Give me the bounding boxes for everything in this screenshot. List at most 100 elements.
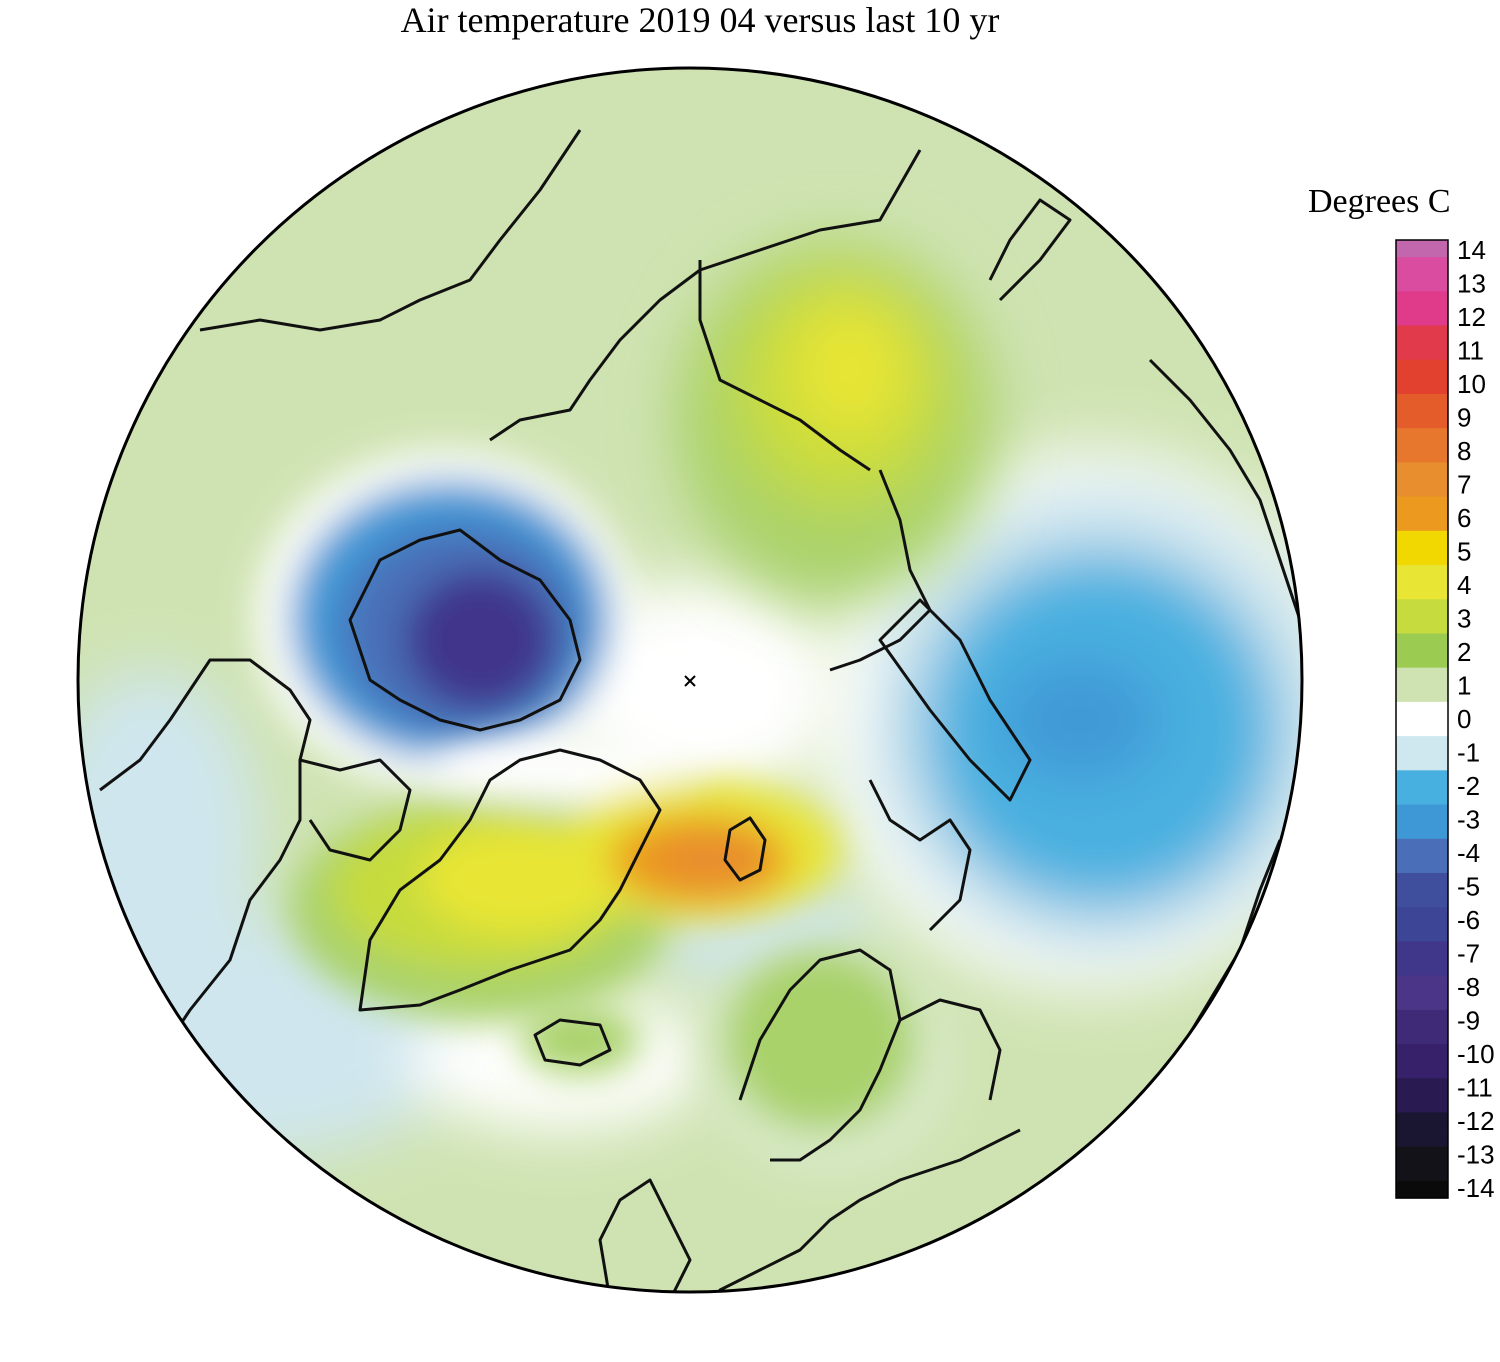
legend-swatch	[1396, 1146, 1448, 1156]
legend-swatch	[1396, 992, 1448, 1002]
legend-tick-label: -1	[1457, 738, 1480, 768]
legend-swatch	[1396, 1172, 1448, 1182]
legend-swatch	[1396, 342, 1448, 352]
legend-swatch	[1396, 1189, 1448, 1199]
legend-swatch	[1396, 411, 1448, 421]
legend-swatch	[1396, 402, 1448, 412]
canadian-archipelago-coast	[348, 528, 582, 732]
legend-swatch	[1396, 1163, 1448, 1173]
legend-swatch	[1396, 1009, 1448, 1019]
legend-tick-label: 6	[1457, 503, 1471, 533]
east-siberia-core	[790, 300, 910, 440]
legend-swatch	[1396, 924, 1448, 934]
legend-tick-label: -3	[1457, 805, 1480, 835]
legend-swatch	[1396, 325, 1448, 335]
legend-swatch	[1396, 522, 1448, 532]
legend-swatch	[1396, 265, 1448, 275]
greenland-coast	[358, 748, 662, 1012]
legend-swatch	[1396, 744, 1448, 754]
legend-swatch	[1396, 1044, 1448, 1054]
legend-tick-label: -10	[1457, 1039, 1495, 1069]
siberia-east-coast	[489, 149, 922, 442]
legend-swatch	[1396, 240, 1448, 250]
legend-swatch	[1396, 334, 1448, 344]
legend-swatch	[1396, 872, 1448, 883]
canada-arctic-region	[405, 570, 555, 710]
legend-tick-label: 10	[1457, 369, 1486, 399]
legend-swatch	[1396, 967, 1448, 977]
legend-swatch	[1396, 556, 1448, 566]
legend-swatch	[1396, 539, 1448, 549]
legend-swatch	[1396, 941, 1448, 951]
legend-swatch	[1396, 1121, 1448, 1131]
legend-swatch	[1396, 624, 1448, 635]
legend-swatch	[1396, 770, 1448, 780]
legend-tick-label: 1	[1457, 671, 1471, 701]
alaska-coast	[199, 129, 582, 332]
legend-swatch	[1396, 453, 1448, 463]
legend-swatch	[1396, 642, 1448, 652]
legend-swatch	[1396, 975, 1448, 985]
legend-swatch	[1396, 599, 1448, 609]
legend-tick-label: -5	[1457, 872, 1480, 902]
legend-swatch	[1396, 787, 1448, 797]
legend-swatch	[1396, 813, 1448, 823]
legend-swatch	[1396, 736, 1448, 746]
legend-swatch	[1396, 530, 1448, 540]
legend-tick-label: -2	[1457, 771, 1480, 801]
legend-swatch	[1396, 470, 1448, 481]
legend-tick-label: -6	[1457, 905, 1480, 935]
legend-swatch	[1396, 462, 1448, 472]
svalbard-coast	[723, 816, 767, 882]
scandinavia-region	[725, 950, 915, 1130]
x-icon	[684, 675, 696, 687]
legend-swatch	[1396, 984, 1448, 994]
legend-swatch	[1396, 368, 1448, 378]
novaya-zemlya	[878, 598, 1032, 802]
legend-swatch	[1396, 932, 1448, 942]
legend-swatch	[1396, 282, 1448, 292]
legend-swatch	[1396, 1103, 1448, 1114]
legend-swatch	[1396, 513, 1448, 523]
legend-swatch	[1396, 248, 1448, 258]
legend-swatch	[1396, 659, 1448, 669]
asia-east-coast	[1148, 358, 1302, 621]
legend-swatch	[1396, 753, 1448, 763]
legend-swatch	[1396, 701, 1448, 712]
legend-swatch	[1396, 727, 1448, 737]
legend-swatch	[1396, 274, 1448, 284]
legend-swatch	[1396, 1086, 1448, 1096]
legend-tick-label: -9	[1457, 1006, 1480, 1036]
legend-ticks: 14131211109876543210-1-2-3-4-5-6-7-8-9-1…	[1457, 235, 1495, 1203]
legend-swatch	[1396, 590, 1448, 600]
taymyr-coast	[698, 260, 871, 472]
legend-swatch	[1396, 710, 1448, 720]
legend-swatch	[1396, 1180, 1448, 1191]
legend-swatch	[1396, 496, 1448, 506]
legend-tick-label: 5	[1457, 537, 1471, 567]
legend-swatch	[1396, 915, 1448, 925]
legend-swatch	[1396, 633, 1448, 643]
kamchatka-coast	[988, 198, 1072, 302]
north-america-coast	[99, 658, 312, 1041]
legend-swatch	[1396, 393, 1448, 404]
legend-swatch	[1396, 1001, 1448, 1011]
legend-swatch	[1396, 1026, 1448, 1037]
legend-swatches	[1396, 240, 1448, 1199]
iceland-region	[520, 1005, 640, 1075]
legend-swatch	[1396, 890, 1448, 900]
legend-swatch	[1396, 616, 1448, 626]
legend-swatch	[1396, 351, 1448, 361]
baffin-white-band	[430, 740, 690, 800]
legend-swatch	[1396, 573, 1448, 583]
legend-swatch	[1396, 898, 1448, 908]
legend-swatch	[1396, 428, 1448, 438]
legend-swatch	[1396, 821, 1448, 831]
legend-swatch	[1396, 1035, 1448, 1045]
legend-swatch	[1396, 847, 1448, 857]
legend-tick-label: 3	[1457, 604, 1471, 634]
legend-swatch	[1396, 505, 1448, 515]
legend-swatch	[1396, 1095, 1448, 1105]
legend-swatch	[1396, 257, 1448, 267]
